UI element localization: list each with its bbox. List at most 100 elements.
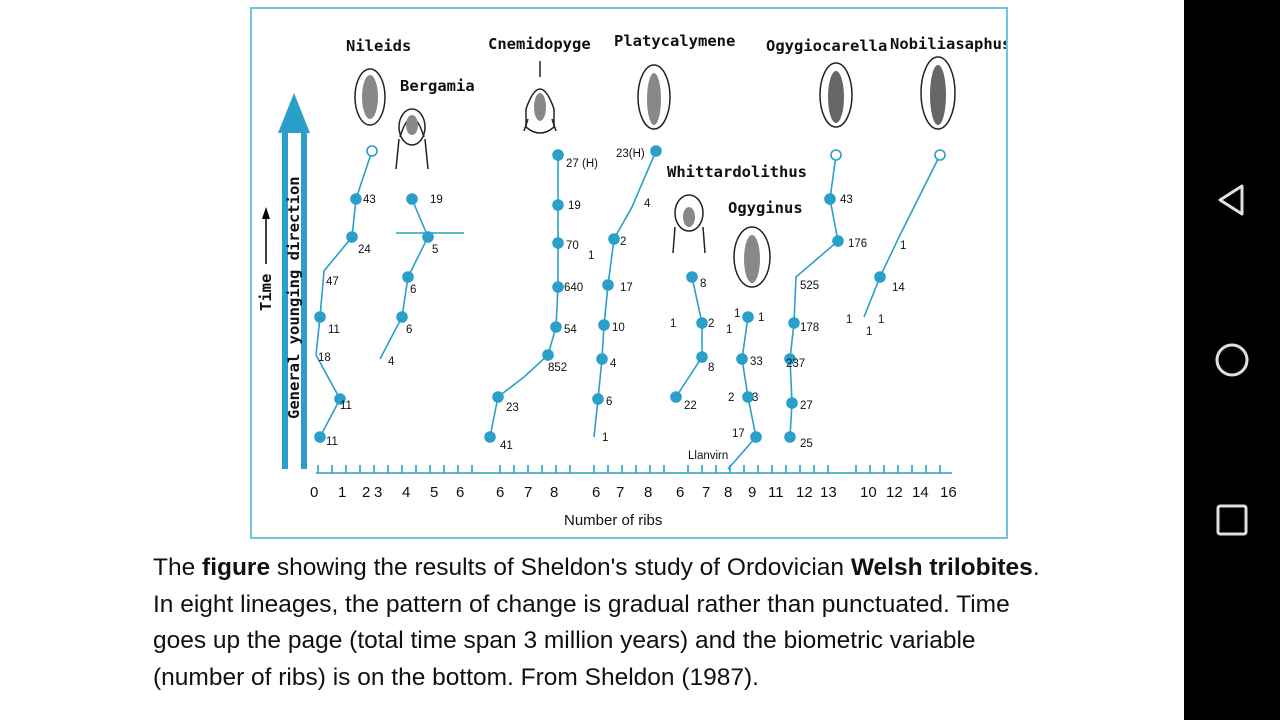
cnemidopyge-counts: 27 (H) 19 70 640 54 852 23 41 xyxy=(500,158,598,452)
svg-text:4: 4 xyxy=(402,484,410,501)
svg-text:11: 11 xyxy=(328,324,340,336)
genus-label: Ogygiocarella xyxy=(766,37,887,55)
svg-text:47: 47 xyxy=(326,276,339,288)
trilobite-icon xyxy=(354,68,386,126)
trilobite-icon xyxy=(523,61,557,134)
bergamia-counts: 19 5 6 6 4 xyxy=(388,194,443,368)
recents-button[interactable] xyxy=(1184,480,1280,560)
svg-text:1: 1 xyxy=(726,324,732,336)
recents-square-icon xyxy=(1216,504,1248,536)
lineage-nobiliasaphus xyxy=(863,149,946,318)
svg-text:7: 7 xyxy=(524,484,532,501)
svg-text:525: 525 xyxy=(800,280,819,292)
svg-text:23: 23 xyxy=(506,402,519,414)
lineage-nileids xyxy=(314,145,378,443)
home-circle-icon xyxy=(1215,343,1249,377)
genus-label: Nileids xyxy=(346,37,411,55)
llanvirn-label: Llanvirn xyxy=(688,450,728,462)
svg-text:4: 4 xyxy=(388,356,395,368)
ogyginus-counts: 1 1 1 33 2 3 17 xyxy=(726,308,764,440)
svg-text:11: 11 xyxy=(326,436,338,448)
lineage-bergamia xyxy=(379,193,464,360)
back-button[interactable] xyxy=(1184,160,1280,240)
svg-text:19: 19 xyxy=(568,200,581,212)
lineage-ogyginus xyxy=(727,311,762,470)
svg-text:6: 6 xyxy=(456,484,464,501)
svg-text:2: 2 xyxy=(728,392,734,404)
x-axis-ticks: 0 1 2 3 4 5 6 6 7 8 6 7 8 6 7 8 9 11 12 … xyxy=(310,484,957,501)
svg-text:13: 13 xyxy=(820,484,837,501)
platycalymene-counts: 23(H) 4 2 1 17 10 4 6 1 xyxy=(588,148,651,444)
svg-text:6: 6 xyxy=(676,484,684,501)
svg-text:12: 12 xyxy=(796,484,813,501)
x-axis xyxy=(316,465,952,474)
svg-text:25: 25 xyxy=(800,438,813,450)
svg-text:6: 6 xyxy=(406,324,412,336)
svg-text:1: 1 xyxy=(734,308,740,320)
svg-text:178: 178 xyxy=(800,322,819,334)
whittardolithus-counts: 8 1 2 8 22 xyxy=(670,278,714,412)
svg-text:43: 43 xyxy=(363,194,376,206)
trilobite-diagram: General younging direction Time Nileids … xyxy=(257,32,1006,529)
figure-caption: The figure showing the results of Sheldo… xyxy=(153,550,1053,696)
direction-label: General younging direction xyxy=(285,176,303,419)
svg-text:3: 3 xyxy=(752,392,758,404)
svg-text:27: 27 xyxy=(800,400,813,412)
svg-text:19: 19 xyxy=(430,194,443,206)
genus-label: Nobiliasaphus xyxy=(890,35,1006,53)
x-axis-label: Number of ribs xyxy=(564,512,662,529)
caption-text: The xyxy=(153,554,203,581)
svg-text:16: 16 xyxy=(940,484,957,501)
svg-text:8: 8 xyxy=(550,484,558,501)
svg-text:6: 6 xyxy=(410,284,416,296)
svg-text:1: 1 xyxy=(338,484,346,501)
svg-text:4: 4 xyxy=(644,198,651,210)
svg-text:5: 5 xyxy=(430,484,438,501)
nobiliasaphus-counts: 1 14 1 1 1 xyxy=(846,240,906,338)
svg-text:1: 1 xyxy=(866,326,872,338)
svg-text:8: 8 xyxy=(700,278,706,290)
ogygiocarella-counts: 43 176 525 178 237 27 25 xyxy=(786,194,867,450)
svg-text:2: 2 xyxy=(362,484,370,501)
svg-text:1: 1 xyxy=(878,314,884,326)
trilobite-icon xyxy=(395,108,429,170)
svg-text:11: 11 xyxy=(768,484,784,501)
caption-bold: Welsh trilobites xyxy=(850,554,1033,581)
nileids-counts: 43 24 47 11 18 11 11 xyxy=(318,194,376,448)
back-triangle-icon xyxy=(1218,184,1244,216)
home-button[interactable] xyxy=(1184,320,1280,400)
genus-label: Whittardolithus xyxy=(667,163,807,181)
trilobite-icon xyxy=(733,226,771,288)
svg-text:7: 7 xyxy=(702,484,710,501)
svg-text:1: 1 xyxy=(846,314,852,326)
svg-text:8: 8 xyxy=(708,362,714,374)
trilobite-figure: General younging direction Time Nileids … xyxy=(250,7,1008,539)
svg-text:176: 176 xyxy=(848,238,867,250)
genus-label: Platycalymene xyxy=(614,32,735,50)
svg-text:14: 14 xyxy=(912,484,929,501)
svg-text:1: 1 xyxy=(602,432,608,444)
svg-text:3: 3 xyxy=(374,484,382,501)
android-navigation-bar xyxy=(1184,0,1280,720)
svg-text:54: 54 xyxy=(564,324,577,336)
top-edge xyxy=(0,0,1184,6)
svg-text:1: 1 xyxy=(670,318,676,330)
trilobite-icon xyxy=(819,62,853,128)
svg-text:24: 24 xyxy=(358,244,371,256)
svg-text:8: 8 xyxy=(724,484,732,501)
svg-text:6: 6 xyxy=(592,484,600,501)
svg-text:33: 33 xyxy=(750,356,763,368)
svg-text:1: 1 xyxy=(758,312,764,324)
lineage-ogygiocarella xyxy=(784,149,844,443)
trilobite-icon xyxy=(637,64,671,130)
svg-text:17: 17 xyxy=(732,428,745,440)
caption-text: showing the results of Sheldon's study o… xyxy=(270,554,851,581)
content-area: General younging direction Time Nileids … xyxy=(0,0,1184,696)
svg-text:640: 640 xyxy=(564,282,583,294)
svg-text:17: 17 xyxy=(620,282,633,294)
caption-bold: figure xyxy=(202,554,271,581)
svg-text:852: 852 xyxy=(548,362,567,374)
svg-text:237: 237 xyxy=(786,358,805,370)
svg-text:22: 22 xyxy=(684,400,697,412)
genus-label: Cnemidopyge xyxy=(488,35,591,53)
